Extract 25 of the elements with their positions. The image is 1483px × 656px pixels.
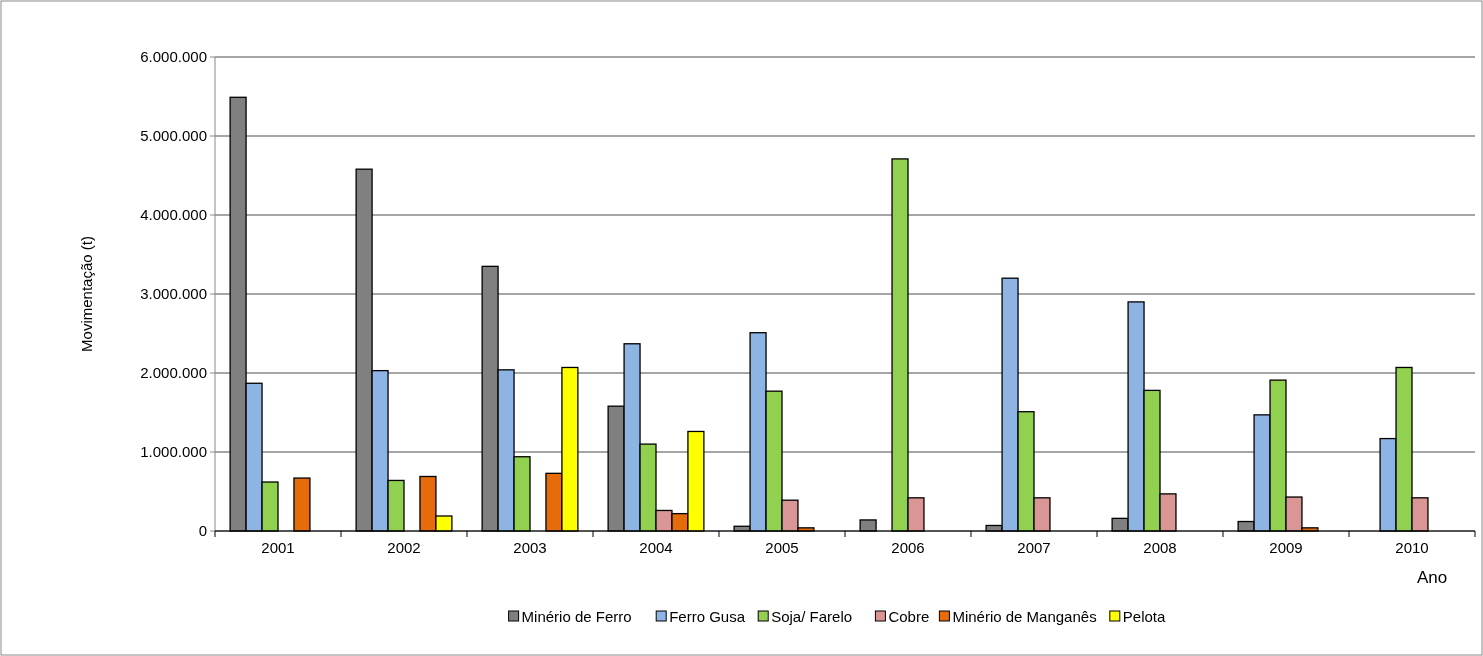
legend-label: Minério de Ferro [521, 608, 632, 626]
y-tick-label: 6.000.000 [140, 48, 207, 66]
y-tick-label: 3.000.000 [140, 285, 207, 303]
legend-label: Minério de Manganês [952, 608, 1097, 626]
x-tick-label: 2008 [1143, 539, 1177, 556]
x-tick-label: 2003 [513, 539, 547, 556]
x-axis-title: Ano [1416, 568, 1448, 587]
legend-label: Soja/ Farelo [771, 608, 853, 626]
y-tick-label: 0 [198, 522, 207, 540]
y-tick-label: 5.000.000 [140, 127, 207, 145]
legend-label: Ferro Gusa [669, 608, 746, 626]
x-tick-label: 2002 [387, 539, 421, 556]
x-tick-label: 2006 [891, 539, 925, 556]
x-tick-label: 2009 [1269, 539, 1303, 556]
x-tick-label: 2010 [1395, 539, 1429, 556]
y-axis-title: Movimentação (t) [78, 236, 95, 352]
y-tick-label: 2.000.000 [140, 364, 207, 382]
y-tick-label: 1.000.000 [140, 443, 207, 461]
x-tick-label: 2004 [639, 539, 673, 556]
x-tick-label: 2005 [765, 539, 799, 556]
legend-label: Cobre [888, 608, 930, 626]
y-tick-label: 4.000.000 [140, 206, 207, 224]
legend-label: Pelota [1122, 608, 1166, 626]
x-tick-label: 2001 [261, 539, 295, 556]
x-tick-label: 2007 [1017, 539, 1051, 556]
